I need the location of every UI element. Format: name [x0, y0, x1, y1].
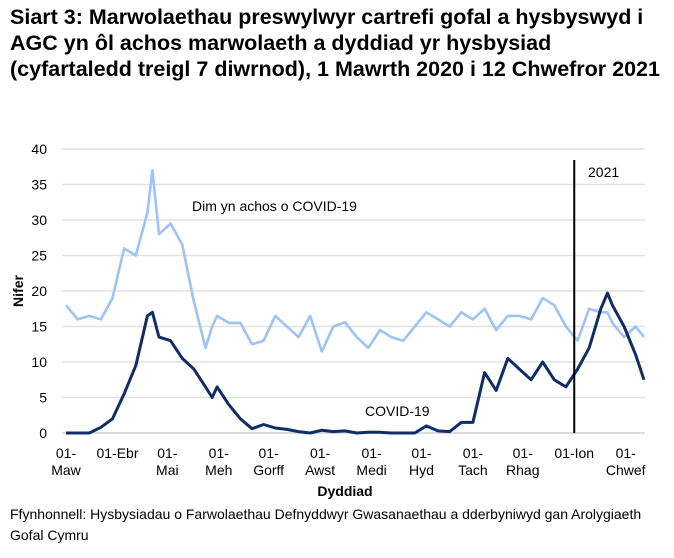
x-tick-label: 01-: [209, 445, 230, 461]
x-tick-label: 01-Ebr: [96, 445, 138, 461]
x-tick-label: Tach: [458, 462, 488, 478]
y-tick-label: 5: [39, 390, 47, 406]
x-tick-label: Hyd: [409, 462, 434, 478]
y-tick-label: 20: [31, 283, 47, 299]
annotation-covid: COVID-19: [365, 403, 430, 419]
y-tick-label: 35: [31, 177, 47, 193]
x-axis-label: Dyddiad: [317, 483, 372, 499]
x-tick-label: 01-: [513, 445, 534, 461]
chart-title: Siart 3: Marwolaethau preswylwyr cartref…: [10, 5, 660, 81]
x-tick-label: Awst: [305, 462, 335, 478]
x-tick-label: 01-: [157, 445, 178, 461]
series-line-covid: [66, 291, 646, 435]
series-line-non-covid: [64, 169, 646, 353]
annotation-2021: 2021: [588, 164, 619, 180]
y-tick-label: 10: [31, 354, 47, 370]
annotation-non-covid: Dim yn achos o COVID-19: [192, 198, 357, 214]
y-axis-label: Nifer: [10, 275, 26, 307]
source-note: Ffynhonnell: Hysbysiadau o Farwolaethau …: [10, 506, 642, 543]
x-tick-label: 01-: [259, 445, 280, 461]
x-tick-label: Meh: [205, 462, 232, 478]
y-tick-label: 0: [39, 425, 47, 441]
x-tick-label: Mai: [156, 462, 179, 478]
y-tick-labels: 0 5 10 15 20 25 30 35 40: [31, 141, 47, 441]
x-tick-label: Gorff: [253, 462, 284, 478]
y-tick-label: 40: [31, 141, 47, 157]
x-tick-label: 01-: [310, 445, 331, 461]
x-tick-label: 01-: [463, 445, 484, 461]
x-tick-label: 01-: [361, 445, 382, 461]
x-tick-label: Maw: [51, 462, 81, 478]
x-tick-label: 01-: [56, 445, 77, 461]
x-tick-label: Rhag: [506, 462, 539, 478]
y-tick-label: 15: [31, 319, 47, 335]
gridlines: [62, 148, 645, 434]
x-tick-label: 01-Ion: [554, 445, 594, 461]
y-tick-label: 25: [31, 248, 47, 264]
series-lines: [64, 169, 646, 435]
x-tick-label: 01-: [616, 445, 637, 461]
x-tick-label: 01-: [411, 445, 432, 461]
x-tick-label: Chwef: [606, 462, 646, 478]
y-tick-label: 30: [31, 212, 47, 228]
x-tick-label: Medi: [356, 462, 386, 478]
